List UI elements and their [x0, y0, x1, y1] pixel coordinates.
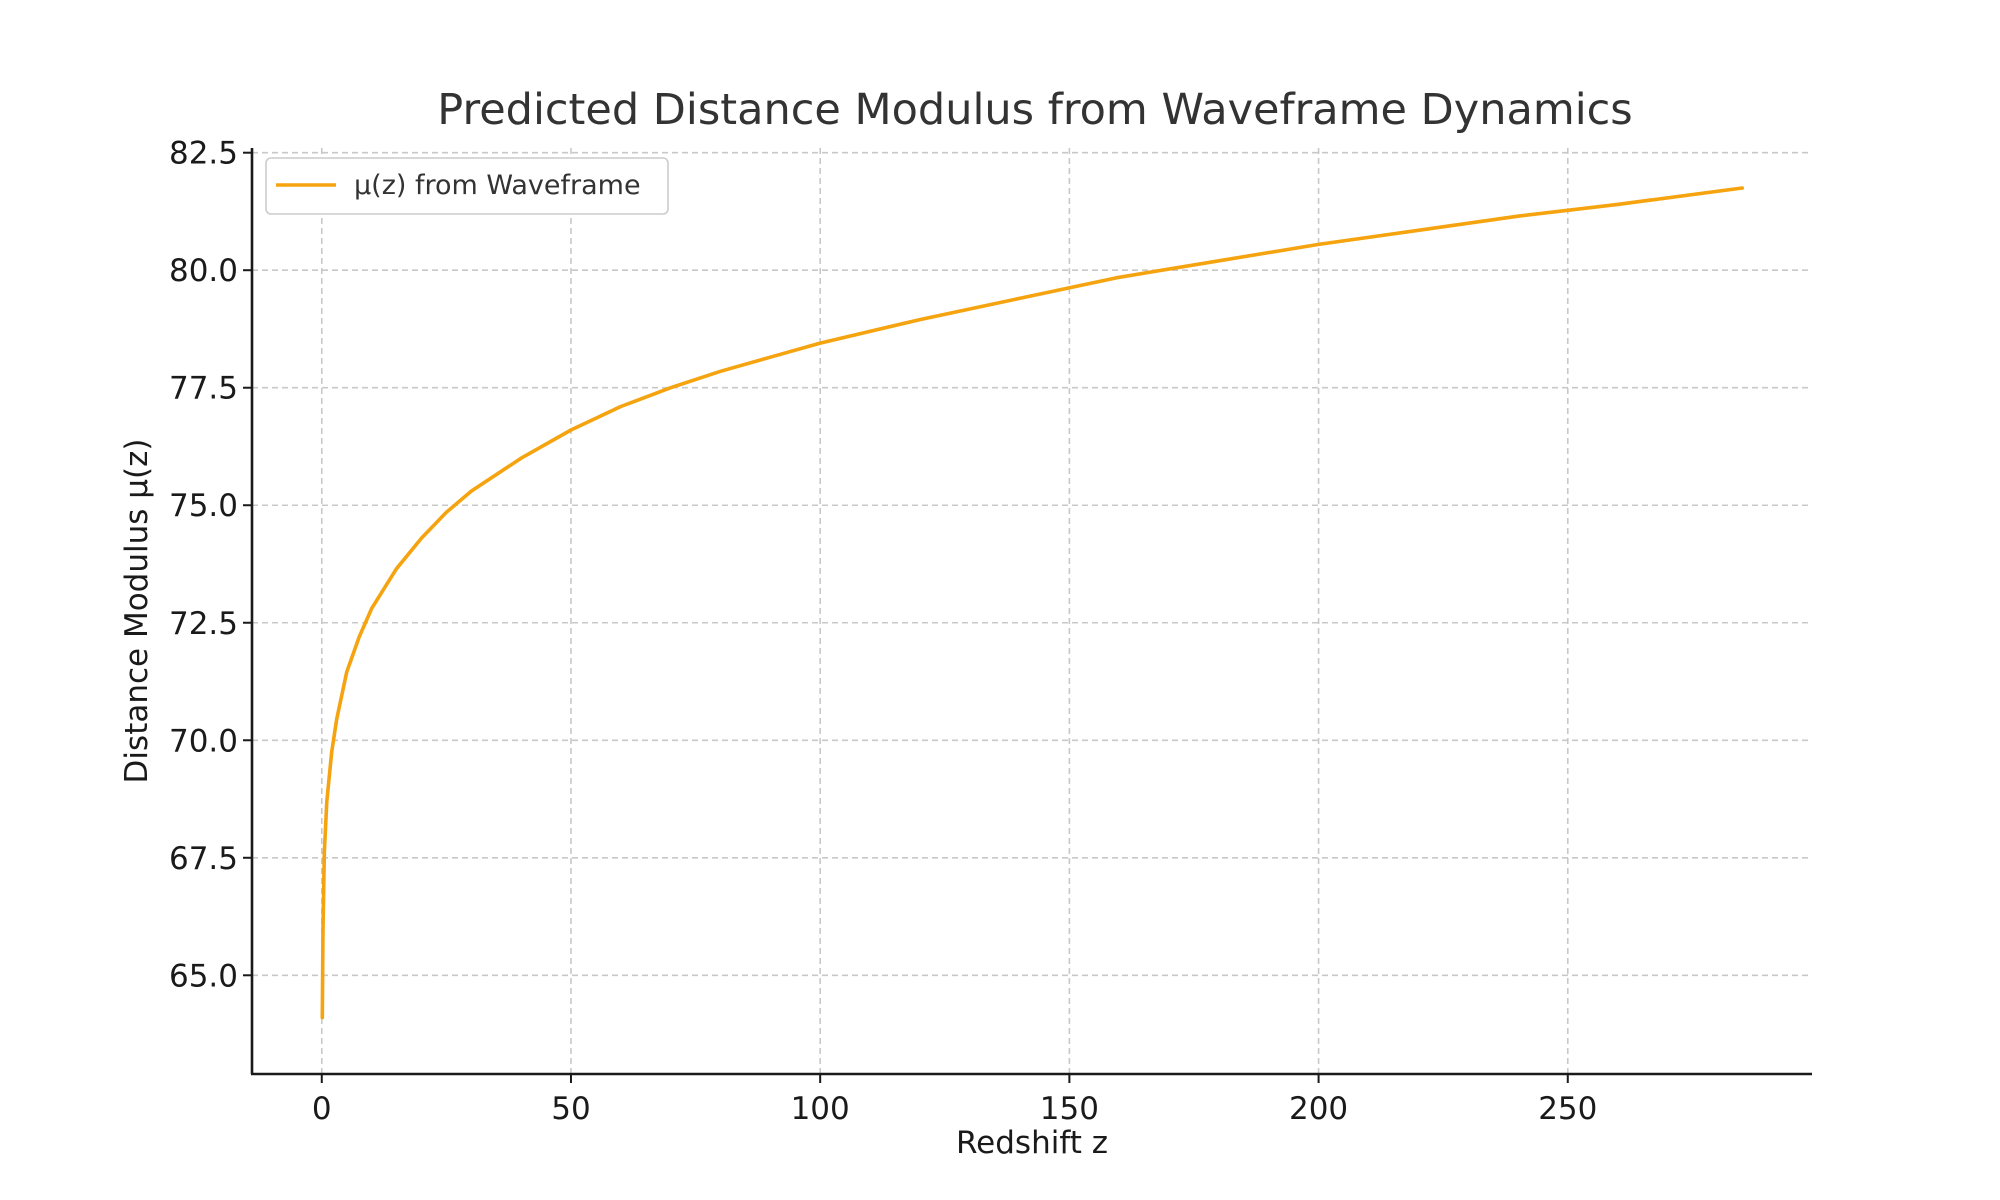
- y-ticks: 65.0 67.5 70.0 72.5 75.0 77.5 80.0 82.5: [169, 136, 252, 994]
- x-tick-label: 250: [1538, 1091, 1597, 1127]
- y-tick-label: 70.0: [169, 723, 238, 759]
- series-layer: [320, 186, 1744, 1020]
- x-tick-label: 100: [791, 1091, 850, 1127]
- series-line: [320, 186, 1744, 1020]
- y-tick-label: 80.0: [169, 253, 238, 289]
- y-tick-label: 75.0: [169, 488, 238, 524]
- y-tick-label: 77.5: [169, 371, 238, 407]
- x-ticks: 0 50 100 150 200 250: [312, 1074, 1597, 1127]
- x-axis-label: Redshift z: [956, 1125, 1108, 1161]
- legend-box: [265, 157, 669, 215]
- y-tick-label: 67.5: [169, 841, 238, 877]
- legend-label: μ(z) from Waveframe: [354, 170, 641, 201]
- x-tick-label: 200: [1289, 1091, 1348, 1127]
- grid: [252, 148, 1812, 1074]
- x-tick-label: 50: [551, 1091, 590, 1127]
- legend: μ(z) from Waveframe: [265, 157, 669, 215]
- y-tick-label: 72.5: [169, 606, 238, 642]
- y-axis-label: Distance Modulus μ(z): [119, 439, 155, 784]
- x-tick-label: 0: [312, 1091, 332, 1127]
- y-tick-label: 65.0: [169, 958, 238, 994]
- chart-title: Predicted Distance Modulus from Wavefram…: [437, 85, 1632, 135]
- y-tick-label: 82.5: [169, 136, 238, 172]
- x-tick-label: 150: [1040, 1091, 1099, 1127]
